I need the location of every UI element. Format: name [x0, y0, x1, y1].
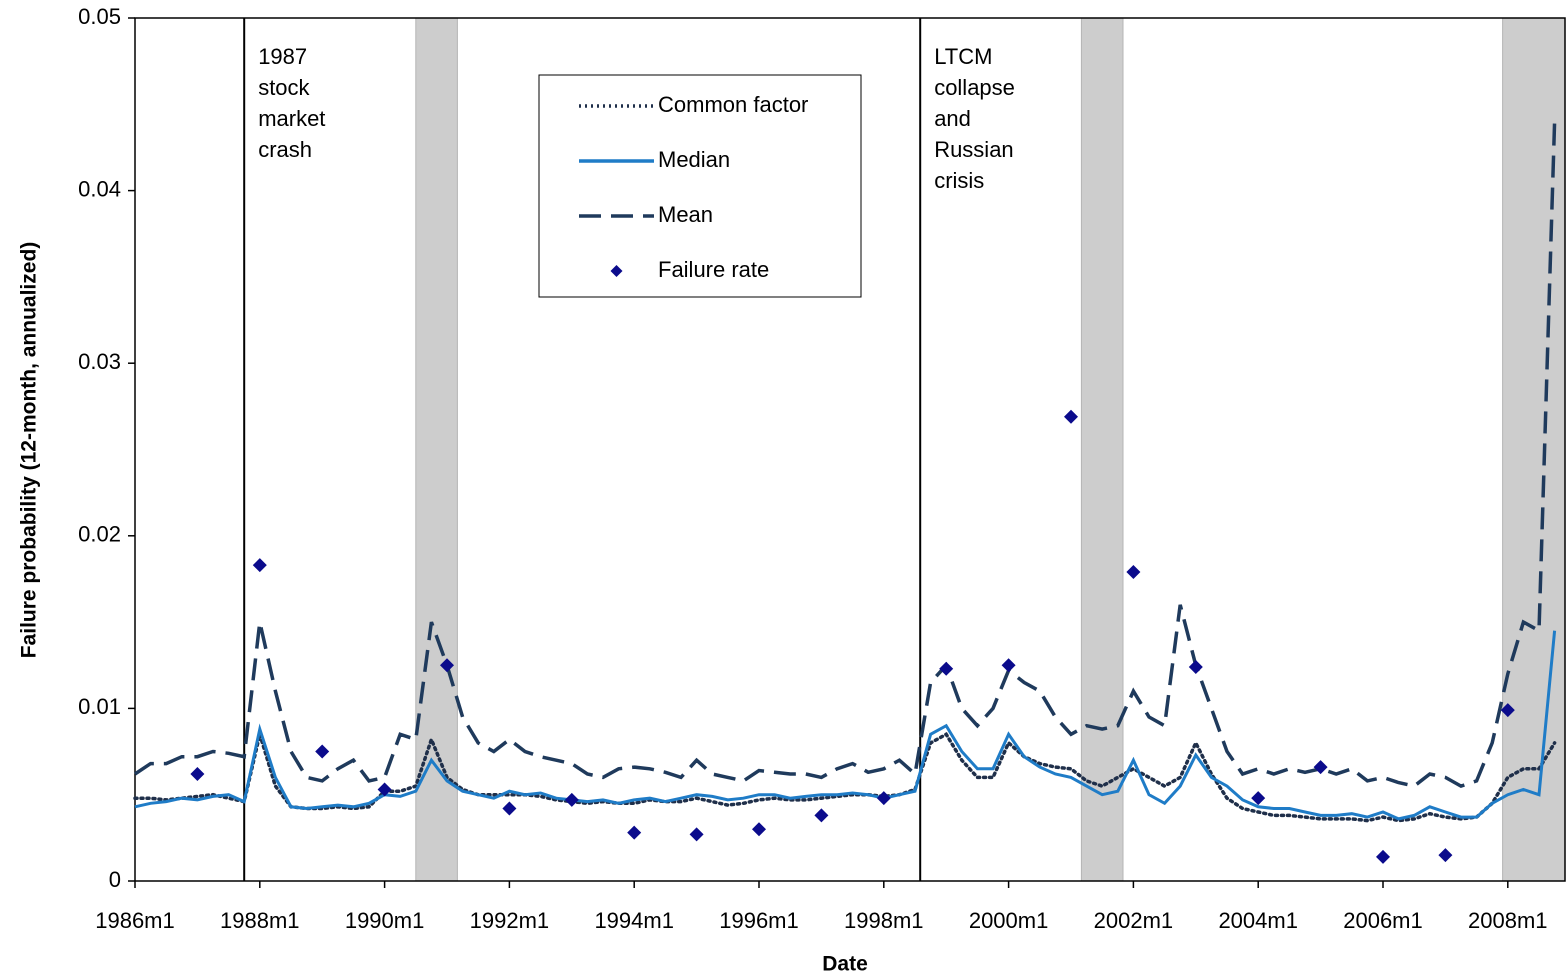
- legend-box: [538, 74, 862, 298]
- legend-label: Mean: [658, 202, 713, 227]
- legend-label: Median: [658, 147, 730, 172]
- x-tick-label: 2006m1: [1343, 908, 1423, 933]
- data-point: [440, 658, 454, 673]
- series-line: [133, 727, 1557, 823]
- data-point: [502, 801, 517, 816]
- data-point: [252, 558, 267, 573]
- x-tick-label: 1986m1: [95, 908, 175, 933]
- data-point: [627, 825, 642, 840]
- event-label: crisis: [934, 168, 984, 193]
- y-tick-label: 0.04: [78, 176, 121, 201]
- y-axis-title: Failure probability (12-month, annualize…: [18, 242, 41, 659]
- data-point: [1438, 848, 1453, 863]
- x-tick-label: 2002m1: [1094, 908, 1174, 933]
- x-tick-label: 1992m1: [470, 908, 550, 933]
- plot-frame: [134, 17, 1566, 882]
- y-tick-label: 0.05: [78, 4, 121, 29]
- x-tick-label: 2000m1: [969, 908, 1049, 933]
- data-point: [564, 792, 579, 807]
- data-point: [1188, 659, 1203, 674]
- shaded-period: [1502, 17, 1566, 882]
- x-tick-label: 1988m1: [220, 908, 300, 933]
- data-point: [1001, 658, 1016, 673]
- data-point: [1251, 791, 1266, 806]
- event-label: Russian: [934, 137, 1013, 162]
- data-point: [1313, 760, 1328, 775]
- data-point: [1064, 409, 1078, 424]
- event-label: and: [934, 106, 971, 131]
- data-point: [689, 827, 704, 842]
- event-label: 1987: [258, 44, 307, 69]
- data-point: [190, 766, 205, 781]
- event-label: crash: [258, 137, 312, 162]
- legend-label: Failure rate: [658, 257, 769, 282]
- data-point: [1126, 565, 1141, 580]
- x-tick-label: 1996m1: [719, 908, 799, 933]
- x-tick-label: 2004m1: [1218, 908, 1298, 933]
- shaded-period: [415, 17, 458, 882]
- x-tick-label: 2008m1: [1468, 908, 1548, 933]
- event-label: collapse: [934, 75, 1015, 100]
- event-label: LTCM: [934, 44, 992, 69]
- legend-marker: [610, 265, 623, 277]
- legend-label: Common factor: [658, 92, 808, 117]
- data-point: [939, 661, 954, 676]
- series-line: [134, 630, 1557, 821]
- x-tick-label: 1998m1: [844, 908, 924, 933]
- data-point: [752, 822, 766, 837]
- x-axis-title: Date: [822, 953, 868, 976]
- x-tick-label: 1990m1: [345, 908, 425, 933]
- data-point: [814, 808, 829, 823]
- data-point: [377, 782, 392, 797]
- y-tick-label: 0.02: [78, 522, 121, 547]
- data-point: [1500, 703, 1515, 718]
- data-point: [1376, 849, 1390, 864]
- data-point: [876, 791, 891, 806]
- shaded-period: [1080, 17, 1124, 882]
- y-tick-label: 0.03: [78, 349, 121, 374]
- data-point: [315, 744, 330, 759]
- event-label: stock: [258, 75, 310, 100]
- x-tick-label: 1994m1: [594, 908, 674, 933]
- y-tick-label: 0: [109, 867, 121, 892]
- y-tick-label: 0.01: [78, 694, 121, 719]
- event-label: market: [258, 106, 325, 131]
